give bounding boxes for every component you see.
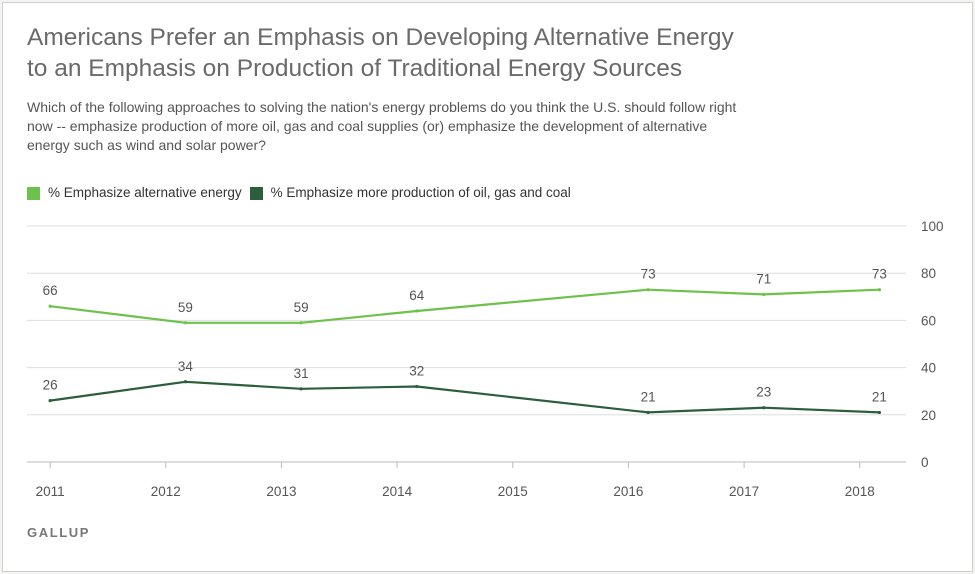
data-label-0-1: 59: [178, 300, 193, 315]
y-tick-label-0: 0: [921, 455, 929, 470]
legend-label-alternative: % Emphasize alternative energy: [48, 185, 242, 200]
y-tick-label-100: 100: [921, 219, 944, 234]
legend-label-traditional: % Emphasize more production of oil, gas …: [270, 185, 571, 200]
data-label-0-3: 64: [409, 288, 425, 303]
data-label-1-2: 31: [294, 366, 309, 381]
legend-item-alternative: % Emphasize alternative energy: [27, 185, 242, 201]
chart-subtitle: Which of the following approaches to sol…: [27, 99, 737, 153]
data-point-1-5: [762, 406, 766, 410]
data-label-1-0: 26: [43, 378, 58, 393]
data-point-0-6: [877, 288, 881, 292]
y-tick-label-20: 20: [921, 408, 936, 423]
data-label-1-6: 21: [872, 389, 887, 404]
x-tick-label-2012: 2012: [151, 484, 181, 499]
data-point-0-1: [183, 321, 188, 325]
data-label-1-1: 34: [178, 359, 194, 374]
y-tick-label-60: 60: [921, 313, 936, 328]
data-point-1-6: [877, 410, 881, 415]
data-label-0-4: 73: [641, 267, 656, 282]
data-label-0-2: 59: [294, 300, 309, 315]
x-tick-label-2018: 2018: [845, 484, 875, 499]
data-point-1-4: [646, 410, 650, 415]
chart-legend: % Emphasize alternative energy % Emphasi…: [27, 184, 579, 202]
data-label-1-4: 21: [641, 389, 656, 404]
gallup-brand: GALLUP: [27, 525, 91, 540]
data-label-1-5: 23: [756, 385, 771, 400]
series-line-1: [49, 380, 880, 414]
x-tick-label-2016: 2016: [613, 484, 643, 499]
data-point-0-4: [646, 288, 650, 292]
x-tick-label-2013: 2013: [266, 484, 296, 499]
y-tick-label-40: 40: [921, 361, 936, 376]
legend-item-traditional: % Emphasize more production of oil, gas …: [249, 185, 571, 201]
data-label-0-6: 73: [872, 267, 887, 282]
data-point-0-2: [299, 321, 303, 325]
x-tick-label-2014: 2014: [382, 484, 413, 499]
data-label-1-3: 32: [409, 363, 424, 378]
x-tick-label-2017: 2017: [729, 484, 759, 499]
series-line-0: [49, 288, 880, 324]
y-tick-label-80: 80: [921, 266, 936, 281]
legend-swatch-traditional: [249, 186, 263, 200]
data-point-0-5: [762, 292, 766, 297]
data-point-1-0: [48, 399, 52, 403]
data-point-0-3: [415, 309, 419, 313]
data-point-1-1: [183, 380, 188, 384]
x-tick-label-2011: 2011: [36, 484, 65, 499]
data-point-0-0: [48, 304, 52, 308]
chart-title-line-1: Americans Prefer an Emphasis on Developi…: [27, 24, 734, 51]
data-label-0-5: 71: [756, 271, 771, 286]
chart-title: Americans Prefer an Emphasis on Developi…: [27, 22, 927, 84]
x-tick-label-2015: 2015: [498, 484, 528, 499]
data-label-0-0: 66: [43, 283, 58, 298]
legend-swatch-alternative: [27, 186, 40, 200]
data-point-1-2: [299, 387, 303, 391]
data-point-1-3: [415, 384, 419, 389]
chart-title-line-2: to an Emphasis on Production of Traditio…: [27, 55, 683, 82]
